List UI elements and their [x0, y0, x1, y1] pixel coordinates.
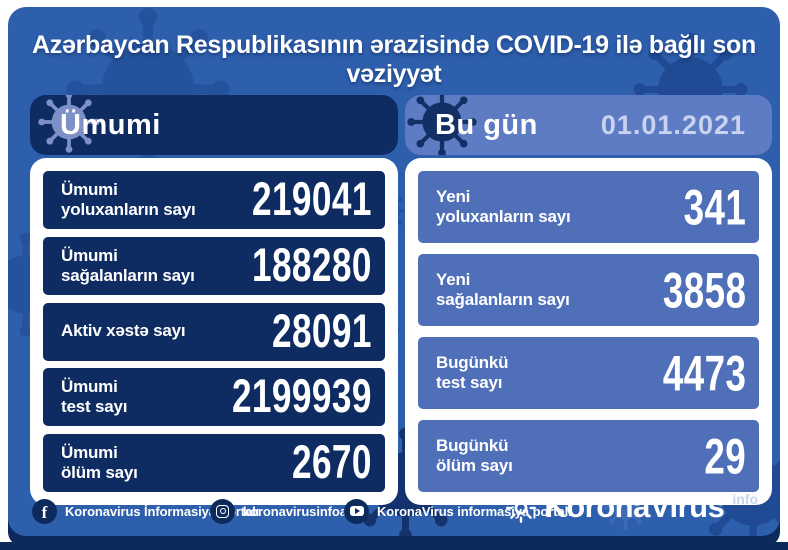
today-panel-header: Bu gün 01.01.2021	[405, 95, 772, 155]
stat-value: 3858	[662, 261, 746, 319]
stat-row-today-tests: Bugünkü test sayı 4473	[418, 337, 759, 409]
stat-row-total-infections: Ümumi yoluxanların sayı 219041	[43, 171, 385, 229]
stat-value: 4473	[662, 344, 746, 402]
infographic-canvas: Azərbaycan Respublikasının ərazisində CO…	[8, 7, 780, 536]
stat-row-total-tests: Ümumi test sayı 2199939	[43, 368, 385, 427]
stat-label: Aktiv xəstə sayı	[61, 321, 186, 341]
stat-row-total-deaths: Ümumi ölüm sayı 2670	[43, 434, 385, 492]
youtube-icon	[344, 498, 369, 524]
today-card: Yeni yoluxanların sayı 341 Yeni sağalanl…	[405, 158, 772, 505]
stat-row-new-recovered: Yeni sağalanların sayı 3858	[418, 254, 759, 326]
totals-panel-header: Ümumi	[30, 95, 398, 155]
stat-label: Bugünkü test sayı	[436, 352, 509, 392]
instagram-icon	[210, 498, 235, 524]
instagram-label: koronavirusinfoaz	[243, 503, 354, 519]
today-panel-title: Bu gün	[435, 108, 538, 141]
stat-row-today-deaths: Bugünkü ölüm sayı 29	[418, 420, 759, 492]
footer: f Koronavirus İnformasiya Portalı korona…	[8, 489, 780, 530]
stat-label: Ümumi yoluxanların sayı	[61, 179, 196, 219]
koronavirus-info-logo: KoronaVirus info	[506, 489, 758, 524]
stat-value: 28091	[272, 304, 372, 358]
facebook-icon: f	[32, 498, 57, 524]
stat-row-active-cases: Aktiv xəstə sayı 28091	[43, 302, 385, 361]
bottom-navy-strip	[0, 542, 788, 550]
stat-value: 341	[683, 178, 746, 236]
stat-value: 2670	[292, 436, 372, 489]
sun-virus-icon	[506, 493, 536, 523]
stat-value: 219041	[252, 173, 372, 226]
stat-label: Ümumi test sayı	[61, 377, 128, 417]
stat-value: 188280	[252, 238, 372, 292]
brand-suffix: info	[732, 491, 758, 507]
stat-label: Ümumi ölüm sayı	[61, 442, 138, 482]
stat-row-total-recovered: Ümumi sağalanların sayı 188280	[43, 236, 385, 295]
stat-label: Yeni sağalanların sayı	[436, 269, 570, 309]
stat-label: Ümumi sağalanların sayı	[61, 245, 195, 285]
stat-value: 2199939	[232, 370, 372, 424]
brand-name: KoronaVirus	[544, 489, 725, 524]
stat-label: Yeni yoluxanların sayı	[436, 186, 571, 226]
instagram-link[interactable]: koronavirusinfoaz	[210, 492, 353, 530]
stat-label: Bugünkü ölüm sayı	[436, 435, 513, 475]
report-date: 01.01.2021	[600, 109, 746, 140]
stat-value: 29	[704, 427, 746, 485]
totals-card: Ümumi yoluxanların sayı 219041 Ümumi sağ…	[30, 158, 398, 505]
totals-panel-title: Ümumi	[60, 108, 161, 141]
page-title: Azərbaycan Respublikasının ərazisində CO…	[32, 31, 756, 88]
stat-row-new-infections: Yeni yoluxanların sayı 341	[418, 171, 759, 243]
